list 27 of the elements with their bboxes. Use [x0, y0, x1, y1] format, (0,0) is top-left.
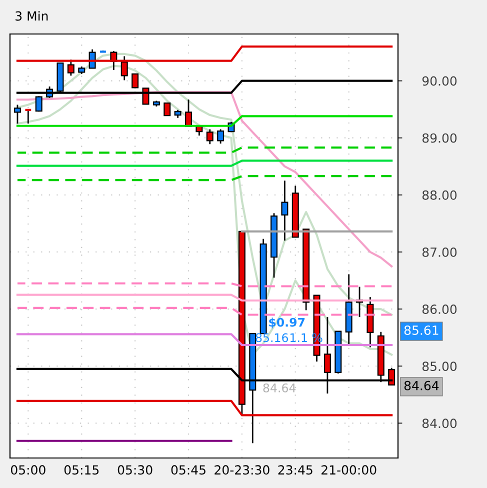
x-tick-label: 20-23:30: [214, 465, 270, 475]
x-tick-label: 05:45: [171, 465, 206, 475]
x-tick-label: 21-00:00: [322, 465, 376, 475]
y-tick-label: 88.00: [422, 190, 457, 200]
y-tick-label: 90.00: [422, 76, 457, 86]
candlestick: [24, 108, 32, 124]
annotation: 85.61: [404, 325, 438, 335]
candlestick: [132, 73, 139, 89]
candlestick: [206, 128, 214, 145]
candlestick: [164, 102, 171, 116]
y-tick-label: 87.00: [422, 247, 457, 257]
y-tick-label: 89.00: [422, 133, 457, 143]
annotation: $0.97: [269, 318, 305, 328]
candlestick: [35, 96, 42, 112]
y-tick-label: 84.00: [422, 418, 457, 428]
y-tick-label: 85.00: [422, 362, 457, 372]
candlestick: [281, 180, 288, 242]
candlestick: [217, 128, 224, 144]
x-tick-label: 05:15: [64, 465, 99, 475]
annotation: 84.64: [404, 380, 439, 390]
x-tick-label: 05:30: [118, 465, 152, 475]
x-tick-label: 23:45: [278, 465, 312, 475]
candlestick: [14, 104, 21, 124]
annotation: 84.64: [263, 383, 296, 392]
y-tick-label: 86.00: [422, 304, 457, 314]
x-tick-label: 05:00: [10, 465, 46, 475]
chart-title: 3 Min: [16, 11, 48, 21]
